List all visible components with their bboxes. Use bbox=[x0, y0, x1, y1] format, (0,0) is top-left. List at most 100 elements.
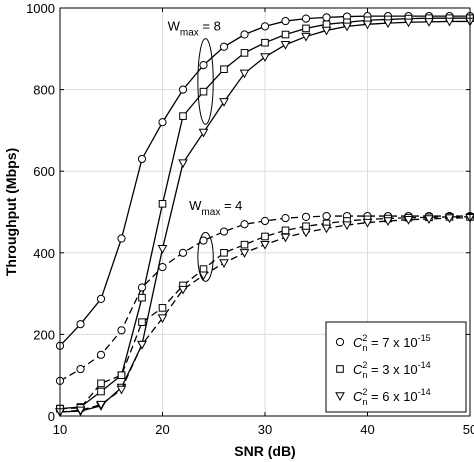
series-5-point-10 bbox=[260, 240, 270, 250]
legend-marker-0 bbox=[335, 337, 345, 347]
x-tick-label-3: 40 bbox=[360, 422, 374, 437]
series-3-point-11 bbox=[281, 214, 290, 223]
series-5-point-2 bbox=[96, 400, 106, 410]
y-tick-label-5: 1000 bbox=[26, 1, 55, 16]
series-4-point-10 bbox=[261, 232, 269, 241]
series-1-point-10 bbox=[261, 38, 269, 47]
series-5-point-7 bbox=[198, 271, 209, 281]
series-0-point-2 bbox=[96, 294, 106, 304]
series-1-point-9 bbox=[240, 49, 249, 57]
series-1-point-6 bbox=[179, 112, 187, 120]
series-4-point-5 bbox=[158, 304, 167, 312]
series-4-point-3 bbox=[117, 371, 126, 379]
x-tick-label-2: 30 bbox=[258, 422, 272, 437]
series-5-point-1 bbox=[75, 406, 86, 416]
series-5-point-16 bbox=[383, 217, 393, 227]
series-3-point-2 bbox=[96, 350, 106, 359]
annotation-layer: Wmax = 8 Wmax = 4 bbox=[168, 18, 242, 282]
legend-label-0: C2 n = 7 x 10-15 bbox=[353, 333, 431, 353]
series-1-point-12 bbox=[302, 24, 310, 33]
series-5-point-15 bbox=[362, 218, 373, 228]
series-4-point-11 bbox=[281, 226, 290, 235]
series-2-point-6 bbox=[178, 159, 188, 169]
series-2-point-13 bbox=[321, 26, 332, 36]
series-5-point-19 bbox=[444, 214, 455, 224]
series-0-point-9 bbox=[240, 30, 249, 39]
series-3-point-6 bbox=[178, 248, 188, 257]
y-tick-label-1: 200 bbox=[33, 327, 55, 342]
series-1-point-5 bbox=[158, 200, 167, 208]
series-3-point-9 bbox=[240, 220, 249, 229]
series-2-point-7 bbox=[198, 128, 209, 138]
series-0-point-10 bbox=[260, 22, 270, 31]
annotation-label-0: Wmax = 8 bbox=[168, 18, 221, 38]
series-0-point-8 bbox=[219, 42, 229, 51]
series-3-point-13 bbox=[322, 211, 331, 221]
series-4-point-9 bbox=[240, 240, 249, 249]
y-tick-label-4: 800 bbox=[33, 83, 55, 98]
series-5-point-5 bbox=[157, 314, 168, 324]
series-2-point-8 bbox=[219, 98, 229, 107]
x-tick-label-0: 10 bbox=[53, 422, 67, 437]
series-1-point-8 bbox=[220, 65, 228, 74]
series-2-point-17 bbox=[403, 18, 414, 28]
series-2-point-15 bbox=[362, 20, 373, 30]
x-tick-label-4: 50 bbox=[463, 422, 474, 437]
series-3-point-3 bbox=[117, 326, 126, 335]
series-0-point-11 bbox=[281, 16, 290, 26]
series-4-point-2 bbox=[97, 379, 105, 388]
series-4-point-8 bbox=[220, 249, 228, 257]
series-1-point-2 bbox=[97, 387, 105, 396]
x-axis-title: SNR (dB) bbox=[234, 443, 295, 459]
y-tick-label-2: 400 bbox=[33, 246, 55, 261]
series-1-point-4 bbox=[138, 293, 146, 302]
series-5-point-3 bbox=[116, 385, 127, 395]
series-3-point-5 bbox=[158, 262, 167, 272]
series-0-point-5 bbox=[158, 118, 167, 127]
series-2-point-10 bbox=[260, 53, 270, 62]
series-1-point-13 bbox=[322, 20, 331, 29]
series-2-point-14 bbox=[342, 22, 352, 32]
legend-marker-2 bbox=[335, 392, 345, 402]
annotation-ellipse-0 bbox=[197, 38, 214, 125]
series-5-point-18 bbox=[424, 215, 434, 224]
series-2-point-11 bbox=[280, 41, 291, 50]
legend: C2 n = 7 x 10-15 C2 n = 3 x 10-14 C2 n = 6 x … bbox=[325, 321, 467, 413]
series-layer bbox=[55, 12, 474, 417]
annotation-ellipse-1 bbox=[197, 231, 214, 282]
series-4-point-12 bbox=[302, 222, 310, 231]
series-0-point-12 bbox=[301, 14, 311, 23]
series-3-point-4 bbox=[137, 283, 147, 292]
series-2-point-12 bbox=[301, 32, 311, 42]
series-5 bbox=[55, 214, 474, 417]
legend-box bbox=[325, 321, 467, 413]
series-4-point-7 bbox=[199, 265, 208, 273]
series-5-point-8 bbox=[219, 259, 229, 269]
series-5-point-4 bbox=[137, 340, 147, 350]
series-0-point-13 bbox=[322, 13, 331, 22]
y-tick-label-0: 0 bbox=[48, 409, 55, 424]
series-3-point-1 bbox=[76, 364, 85, 374]
series-5-point-14 bbox=[342, 221, 352, 231]
legend-label-1: C2 n = 3 x 10-14 bbox=[353, 360, 431, 380]
legend-label-2: C2 n = 6 x 10-14 bbox=[353, 387, 431, 407]
series-4-point-4 bbox=[138, 318, 146, 326]
series-5-point-9 bbox=[239, 249, 250, 258]
series-1-point-7 bbox=[199, 87, 208, 96]
series-1-point-11 bbox=[281, 30, 290, 39]
x-tick-label-1: 20 bbox=[155, 422, 169, 437]
y-tick-label-3: 600 bbox=[33, 164, 55, 179]
series-0-point-6 bbox=[178, 85, 188, 94]
series-0-point-1 bbox=[76, 320, 85, 329]
series-5-point-13 bbox=[321, 224, 332, 234]
series-5-point-17 bbox=[403, 216, 414, 225]
series-3-point-10 bbox=[260, 216, 270, 226]
series-5-point-11 bbox=[280, 233, 291, 243]
y-axis-title: Throughput (Mbps) bbox=[3, 148, 19, 276]
series-3-point-8 bbox=[219, 227, 229, 236]
series-line-4 bbox=[59, 216, 470, 410]
series-2-point-16 bbox=[383, 19, 393, 29]
series-2-point-9 bbox=[239, 69, 250, 79]
